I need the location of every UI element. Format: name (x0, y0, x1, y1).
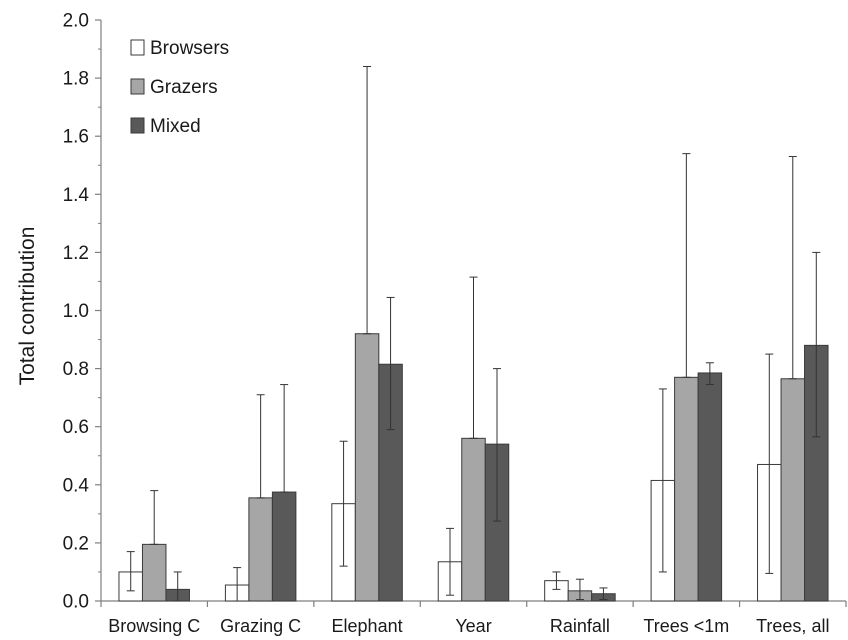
y-axis: 0.0 0.2 0.4 0.6 0.8 1.0 1.2 1.4 1.6 1.8 2.0 (63, 11, 102, 613)
bar (674, 376, 699, 602)
bar (248, 497, 273, 602)
bar (271, 491, 297, 602)
x-tick-label: Rainfall (550, 616, 610, 636)
bar (354, 333, 380, 602)
legend-label: Browsers (150, 38, 229, 59)
y-tick-label: 1.4 (63, 185, 90, 206)
y-tick-label: 2.0 (63, 11, 89, 32)
x-tick-label: Elephant (332, 616, 403, 636)
bars (118, 65, 829, 602)
x-tick-label: Browsing C (108, 616, 200, 636)
x-tick-label: Trees <1m (643, 616, 729, 636)
legend-swatch (130, 78, 145, 95)
y-tick-label: 1.8 (63, 69, 89, 90)
x-tick-label: Year (455, 616, 491, 636)
bar (697, 372, 723, 602)
x-axis: Browsing C Grazing C Elephant Year Rainfall T… (100, 600, 847, 636)
y-tick-label: 0.8 (63, 359, 89, 380)
x-tick-label: Trees, all (756, 616, 829, 636)
legend: Browsers Grazers Mixed (130, 38, 229, 137)
y-tick-label: 0.6 (63, 417, 89, 438)
y-tick-label: 0.4 (63, 475, 90, 496)
legend-swatch (130, 117, 145, 134)
y-tick-label: 1.0 (63, 301, 89, 322)
legend-label: Mixed (150, 116, 201, 137)
bar (141, 543, 167, 602)
y-axis-title: Total contribution (16, 227, 39, 386)
bar (461, 437, 486, 602)
legend-label: Grazers (150, 77, 218, 98)
x-tick-label: Grazing C (220, 616, 301, 636)
y-tick-label: 1.2 (63, 243, 89, 264)
bar (780, 378, 806, 602)
legend-swatch (130, 39, 145, 56)
y-tick-label: 1.6 (63, 127, 89, 148)
y-tick-label: 0.0 (63, 592, 89, 613)
y-tick-label: 0.2 (63, 533, 89, 554)
